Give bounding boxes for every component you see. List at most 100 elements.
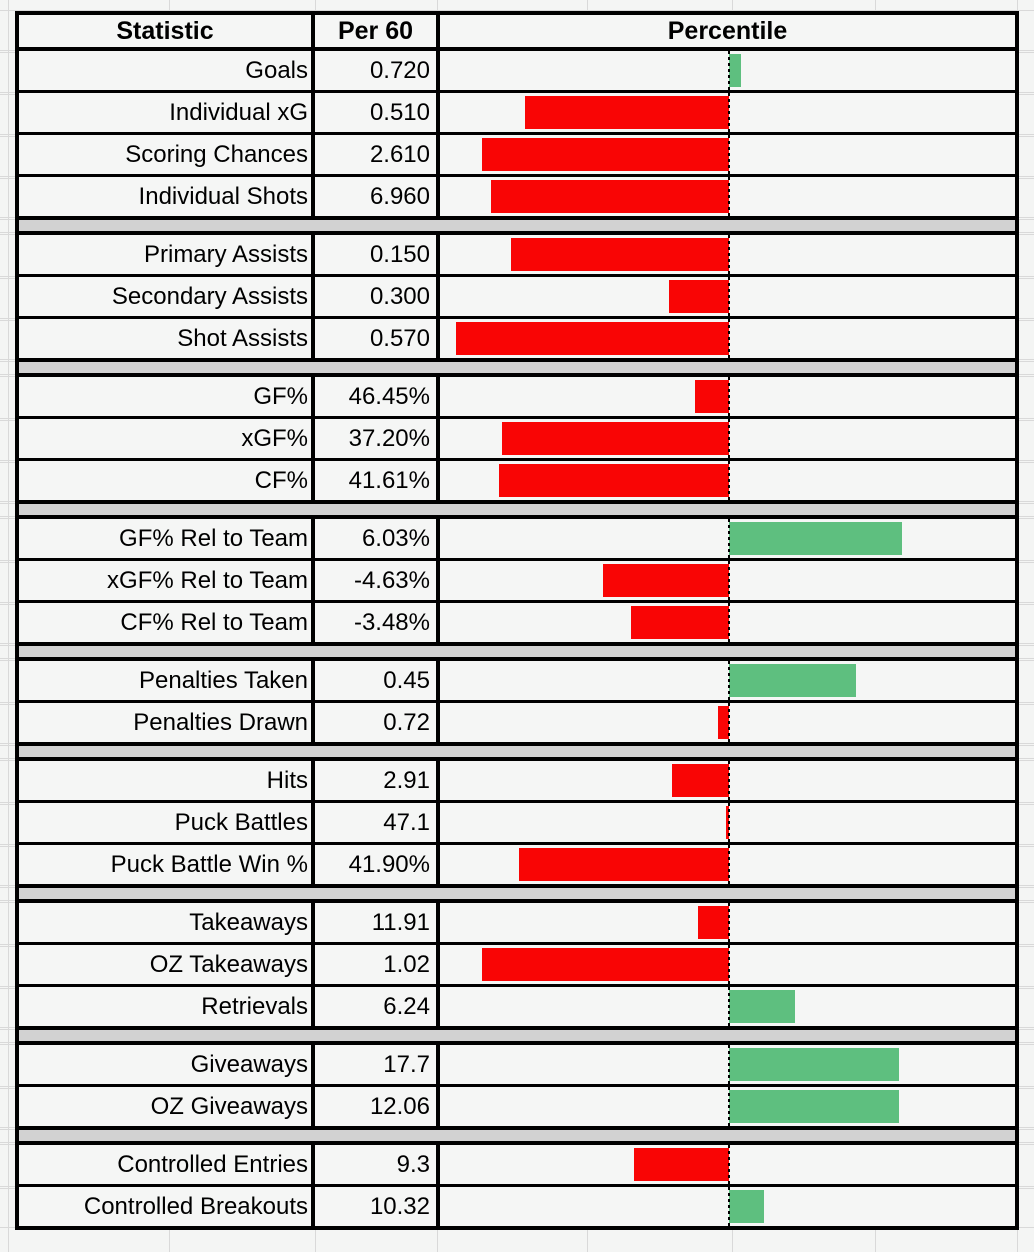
- percentile-cell: [440, 945, 1015, 984]
- stat-label: Scoring Chances: [19, 135, 315, 174]
- percentile-bar: [525, 96, 730, 129]
- baseline-dashed-line: [728, 419, 731, 458]
- baseline-dashed-line: [728, 135, 731, 174]
- per60-value: 0.510: [315, 93, 440, 132]
- percentile-cell: [440, 377, 1015, 416]
- percentile-cell: [440, 1187, 1015, 1226]
- stat-label: xGF% Rel to Team: [19, 561, 315, 600]
- stat-label: Controlled Entries: [19, 1145, 315, 1184]
- per60-value: 0.72: [315, 703, 440, 742]
- percentile-bar: [729, 54, 741, 87]
- percentile-cell: [440, 761, 1015, 800]
- stat-section: Hits 2.91 Puck Battles 47.1 Puck Battle …: [15, 757, 1019, 888]
- baseline-dashed-line: [728, 903, 731, 942]
- per60-value: 2.610: [315, 135, 440, 174]
- header-per60: Per 60: [315, 15, 440, 47]
- stat-row: OZ Giveaways 12.06: [19, 1087, 1015, 1126]
- stat-row: Penalties Taken 0.45: [19, 661, 1015, 703]
- percentile-cell: [440, 703, 1015, 742]
- baseline-dashed-line: [728, 93, 731, 132]
- baseline-dashed-line: [728, 561, 731, 600]
- table-body: Goals 0.720 Individual xG 0.510 Scoring …: [15, 47, 1019, 1230]
- percentile-cell: [440, 235, 1015, 274]
- stat-section: Goals 0.720 Individual xG 0.510 Scoring …: [15, 47, 1019, 220]
- baseline-dashed-line: [728, 1187, 731, 1226]
- percentile-bar: [729, 1190, 764, 1223]
- baseline-dashed-line: [728, 1045, 731, 1084]
- percentile-bar: [502, 422, 730, 455]
- per60-value: 0.150: [315, 235, 440, 274]
- gridline-horizontal: [0, 10, 1034, 11]
- percentile-bar: [631, 606, 730, 639]
- baseline-dashed-line: [728, 945, 731, 984]
- stat-label: CF% Rel to Team: [19, 603, 315, 642]
- baseline-dashed-line: [728, 1087, 731, 1126]
- percentile-cell: [440, 51, 1015, 90]
- stat-row: Shot Assists 0.570: [19, 319, 1015, 358]
- percentile-bar: [668, 280, 730, 313]
- per60-value: -4.63%: [315, 561, 440, 600]
- stat-label: CF%: [19, 461, 315, 500]
- baseline-dashed-line: [728, 703, 731, 742]
- percentile-cell: [440, 177, 1015, 216]
- stat-label: OZ Takeaways: [19, 945, 315, 984]
- percentile-cell: [440, 1145, 1015, 1184]
- stat-row: Secondary Assists 0.300: [19, 277, 1015, 319]
- stat-label: Goals: [19, 51, 315, 90]
- stat-row: Primary Assists 0.150: [19, 235, 1015, 277]
- stat-label: xGF%: [19, 419, 315, 458]
- gridline-vertical: [8, 0, 9, 1252]
- stat-label: GF% Rel to Team: [19, 519, 315, 558]
- header-percentile: Percentile: [667, 17, 788, 45]
- baseline-dashed-line: [728, 377, 731, 416]
- percentile-cell: [440, 845, 1015, 884]
- stat-row: Retrievals 6.24: [19, 987, 1015, 1026]
- section-separator: [15, 646, 1019, 657]
- stat-row: GF% Rel to Team 6.03%: [19, 519, 1015, 561]
- baseline-dashed-line: [728, 277, 731, 316]
- percentile-cell: [440, 561, 1015, 600]
- stat-label: Giveaways: [19, 1045, 315, 1084]
- stat-section: GF% 46.45% xGF% 37.20% CF% 41.61%: [15, 373, 1019, 504]
- baseline-dashed-line: [728, 1145, 731, 1184]
- percentile-cell: [440, 1045, 1015, 1084]
- percentile-cell: [440, 135, 1015, 174]
- stat-section: Penalties Taken 0.45 Penalties Drawn 0.7…: [15, 657, 1019, 746]
- percentile-cell: [440, 661, 1015, 700]
- baseline-dashed-line: [728, 603, 731, 642]
- per60-value: 47.1: [315, 803, 440, 842]
- baseline-dashed-line: [728, 761, 731, 800]
- stat-label: GF%: [19, 377, 315, 416]
- percentile-bar: [697, 906, 730, 939]
- percentile-bar: [717, 706, 730, 739]
- baseline-dashed-line: [728, 235, 731, 274]
- baseline-dashed-line: [728, 461, 731, 500]
- stat-row: Individual Shots 6.960: [19, 177, 1015, 216]
- per60-value: 2.91: [315, 761, 440, 800]
- percentile-bar: [481, 138, 730, 171]
- per60-value: 0.570: [315, 319, 440, 358]
- stat-label: Hits: [19, 761, 315, 800]
- percentile-cell: [440, 903, 1015, 942]
- percentile-cell: [440, 1087, 1015, 1126]
- percentile-bar: [694, 380, 730, 413]
- per60-value: 37.20%: [315, 419, 440, 458]
- stat-label: OZ Giveaways: [19, 1087, 315, 1126]
- stat-section: Controlled Entries 9.3 Controlled Breako…: [15, 1141, 1019, 1230]
- percentile-bar: [729, 1048, 899, 1081]
- section-separator: [15, 362, 1019, 373]
- percentile-bar: [481, 948, 730, 981]
- stat-label: Controlled Breakouts: [19, 1187, 315, 1226]
- per60-value: 41.61%: [315, 461, 440, 500]
- percentile-bar: [729, 1090, 899, 1123]
- stat-label: Puck Battle Win %: [19, 845, 315, 884]
- table-header-row: Statistic Per 60 Percentile: [15, 11, 1019, 51]
- percentile-bar: [602, 564, 730, 597]
- per60-value: 10.32: [315, 1187, 440, 1226]
- percentile-cell: [440, 419, 1015, 458]
- stat-label: Primary Assists: [19, 235, 315, 274]
- baseline-dashed-line: [728, 319, 731, 358]
- stat-row: xGF% Rel to Team -4.63%: [19, 561, 1015, 603]
- per60-value: -3.48%: [315, 603, 440, 642]
